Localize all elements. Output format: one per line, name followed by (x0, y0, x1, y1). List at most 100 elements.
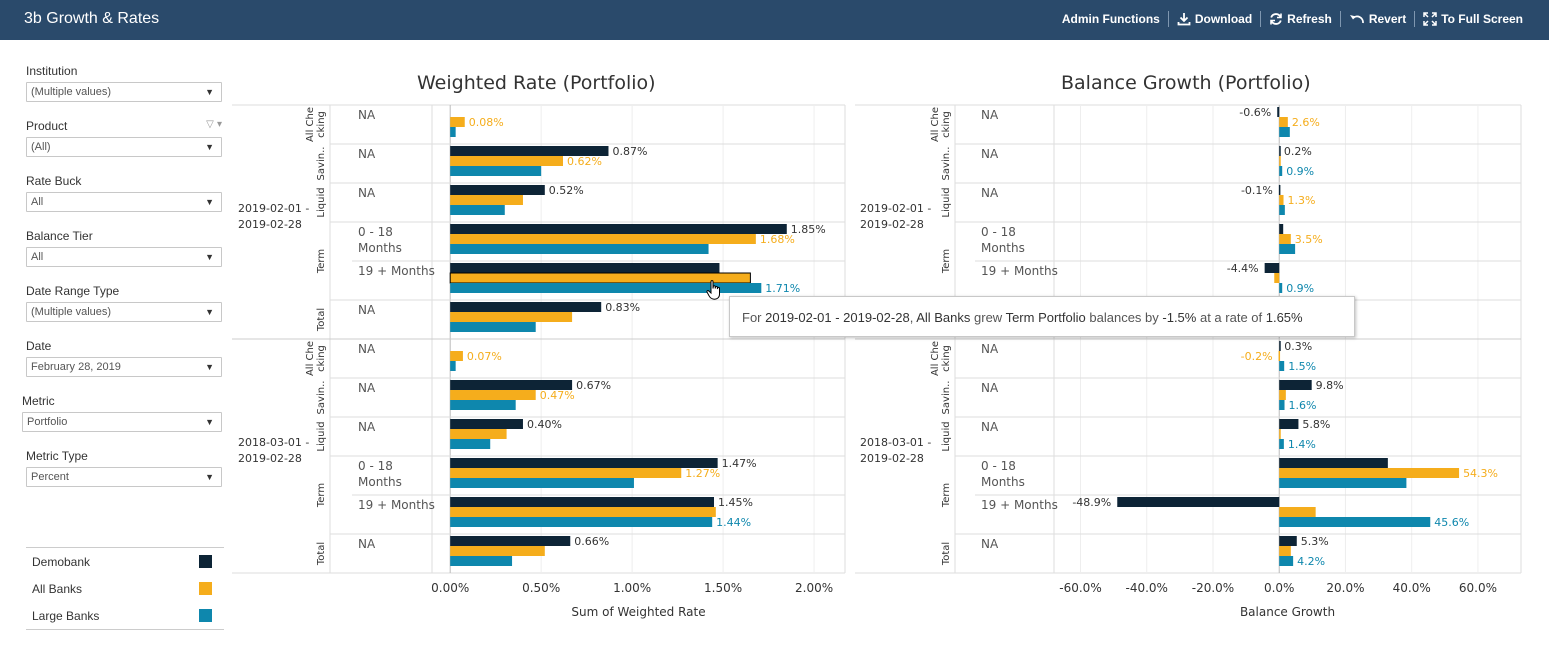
bar-large-banks (1279, 244, 1296, 254)
data-label: -0.6% (1239, 106, 1271, 119)
dropdown-arrow-icon: ▼ (205, 417, 214, 427)
product-label: Liquid (316, 187, 327, 217)
data-label: 1.6% (1289, 399, 1317, 412)
data-label: -4.4% (1227, 262, 1259, 275)
bar-demobank (1277, 107, 1280, 117)
tooltip-text: grew (970, 310, 1006, 325)
tier-label: Months (358, 241, 402, 255)
bar-demobank (450, 380, 573, 390)
bar-demobank (450, 224, 787, 234)
bar-all-banks (450, 234, 756, 244)
rate-buck-dropdown[interactable]: All ▼ (26, 192, 222, 212)
x-tick-label: -40.0% (1126, 581, 1168, 595)
data-label: 5.8% (1302, 418, 1330, 431)
filter-value: (Multiple values) (31, 86, 112, 98)
bar-all-banks (450, 390, 536, 400)
bar-demobank (1279, 458, 1388, 468)
admin-functions-button[interactable]: Admin Functions (1054, 11, 1168, 27)
date-range-type-dropdown[interactable]: (Multiple values) ▼ (26, 302, 222, 322)
bar-demobank (450, 302, 602, 312)
tier-label: NA (981, 147, 999, 161)
x-tick-label: 0.50% (522, 581, 560, 595)
institution-dropdown[interactable]: (Multiple values) ▼ (26, 82, 222, 102)
data-label: 45.6% (1434, 516, 1469, 529)
data-label: 1.27% (685, 467, 720, 480)
tier-label: NA (358, 147, 376, 161)
date-range-label: 2019-02-28 (860, 452, 924, 465)
data-label: 2.6% (1292, 116, 1320, 129)
date-dropdown[interactable]: February 28, 2019 ▼ (26, 357, 222, 377)
product-label: Total (941, 542, 952, 566)
legend-item[interactable]: Large Banks (26, 602, 224, 629)
admin-functions-label: Admin Functions (1061, 12, 1160, 26)
revert-button[interactable]: Revert (1339, 11, 1414, 27)
metric-dropdown[interactable]: Portfolio ▼ (22, 412, 222, 432)
balance-tier-dropdown[interactable]: All ▼ (26, 247, 222, 267)
full-screen-button[interactable]: To Full Screen (1414, 11, 1531, 27)
legend-label: Demobank (32, 555, 91, 569)
bar-large-banks (1279, 439, 1284, 449)
filter-product: Product ▽ ▾ (All) ▼ (26, 119, 222, 157)
tooltip-growth: -1.5% (1162, 310, 1197, 325)
date-range-label: 2019-02-01 - (238, 202, 309, 215)
metric-type-dropdown[interactable]: Percent ▼ (26, 467, 222, 487)
tier-label: 0 - 18 (981, 225, 1016, 239)
tier-label: 19 + Months (981, 264, 1058, 278)
color-legend: Demobank All Banks Large Banks (26, 547, 224, 630)
filter-metric-type: Metric Type Percent ▼ (26, 449, 222, 487)
product-label: Term (316, 483, 327, 508)
tier-label: NA (981, 186, 999, 200)
filter-institution: Institution (Multiple values) ▼ (26, 64, 222, 102)
data-label: 0.67% (576, 379, 611, 392)
data-label: 1.68% (760, 233, 795, 246)
data-label: 3.5% (1295, 233, 1323, 246)
app-title: 3b Growth & Rates (24, 10, 160, 27)
x-tick-label: 60.0% (1459, 581, 1497, 595)
refresh-button[interactable]: Refresh (1260, 11, 1340, 27)
data-label: 1.3% (1288, 194, 1316, 207)
download-button[interactable]: Download (1167, 11, 1260, 27)
filter-date: Date February 28, 2019 ▼ (26, 339, 222, 377)
filter-label: Balance Tier (26, 229, 93, 243)
top-bar: 3b Growth & Rates Admin Functions Downlo… (0, 0, 1549, 40)
weighted-rate-chart-title: Weighted Rate (Portfolio) (417, 72, 656, 94)
product-label: All Che (305, 107, 316, 142)
data-label: 54.3% (1463, 467, 1498, 480)
filter-funnel-icon[interactable]: ▽ ▾ (206, 119, 222, 130)
x-axis-title: Sum of Weighted Rate (571, 605, 705, 619)
bar-demobank (1278, 185, 1281, 195)
legend-item[interactable]: Demobank (26, 548, 224, 575)
tier-label: NA (358, 537, 376, 551)
data-label: 0.62% (567, 155, 602, 168)
tooltip-text: balances by (1085, 310, 1163, 325)
hand-cursor-icon (706, 280, 720, 300)
product-label: Savin.. (941, 147, 952, 181)
x-tick-label: 20.0% (1326, 581, 1364, 595)
product-label: Liquid (941, 187, 952, 217)
legend-item[interactable]: All Banks (26, 575, 224, 602)
bar-large-banks (450, 244, 709, 254)
bar-all-banks (1279, 156, 1281, 166)
filter-metric: Metric Portfolio ▼ (22, 394, 222, 432)
tier-label: NA (981, 381, 999, 395)
product-label: Liquid (941, 421, 952, 451)
revert-label: Revert (1368, 12, 1407, 26)
bar-demobank (1279, 146, 1281, 156)
bar-all-banks (1279, 546, 1291, 556)
tier-label: NA (981, 108, 999, 122)
chart-tooltip: For 2019-02-01 - 2019-02-28, All Banks g… (729, 296, 1355, 337)
tier-label: Months (981, 475, 1025, 489)
filter-value: Portfolio (27, 416, 68, 428)
bar-demobank (450, 536, 571, 546)
product-label: cking (941, 111, 952, 138)
tier-label: 0 - 18 (981, 459, 1016, 473)
product-dropdown[interactable]: (All) ▼ (26, 137, 222, 157)
tier-label: NA (981, 420, 999, 434)
x-tick-label: -20.0% (1192, 581, 1234, 595)
x-axis-title: Balance Growth (1240, 605, 1335, 619)
bar-demobank (450, 146, 609, 156)
x-tick-label: 0.00% (431, 581, 469, 595)
filter-rate-buck: Rate Buck All ▼ (26, 174, 222, 212)
bar-large-banks (450, 517, 713, 527)
product-label: cking (316, 345, 327, 372)
